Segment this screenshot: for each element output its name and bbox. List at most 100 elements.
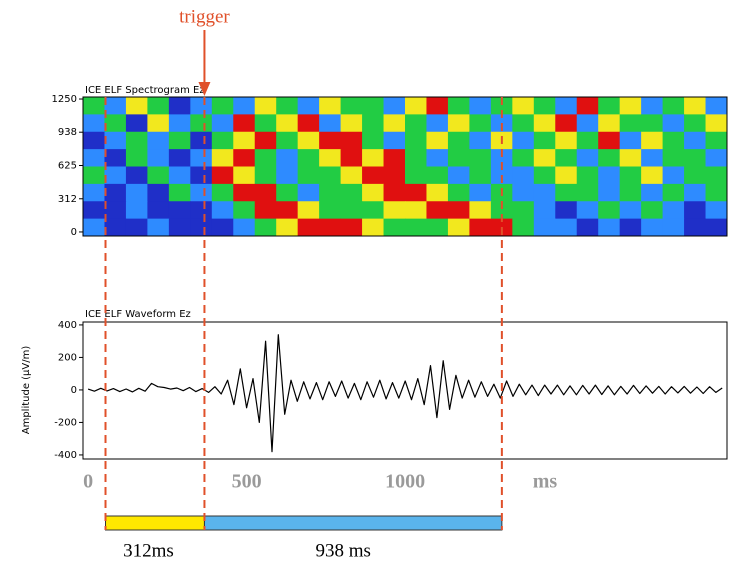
heat-cell: [104, 201, 127, 220]
heat-cell: [598, 149, 621, 167]
heat-cell: [598, 201, 621, 220]
heat-cell: [641, 166, 664, 185]
heat-cell: [426, 218, 449, 237]
heat-cell: [340, 218, 363, 237]
heat-cell: [190, 218, 213, 237]
heat-cell: [619, 114, 642, 133]
heat-cell: [619, 97, 642, 115]
heat-cell: [104, 149, 127, 167]
heat-cell: [104, 218, 127, 237]
heat-cell: [125, 131, 148, 150]
interval-bar: [203, 515, 503, 531]
x-tick-label: 1000: [385, 471, 425, 493]
heat-cell: [168, 149, 191, 167]
heat-cell: [469, 97, 492, 115]
heat-cell: [555, 131, 578, 150]
heat-cell: [684, 114, 707, 133]
heat-cell: [297, 97, 320, 115]
heat-cell: [469, 114, 492, 133]
heat-cell: [147, 114, 170, 133]
heat-cell: [319, 114, 342, 133]
heat-cell: [83, 97, 105, 115]
heat-cell: [319, 131, 342, 150]
y-tick-label: 625: [58, 160, 77, 171]
heat-cell: [233, 201, 256, 220]
heat-cell: [555, 97, 578, 115]
heat-cell: [190, 131, 213, 150]
heat-cell: [705, 149, 728, 167]
heat-cell: [641, 149, 664, 167]
heat-cell: [254, 166, 277, 185]
trigger-label: trigger: [179, 6, 230, 27]
heat-cell: [533, 114, 556, 133]
heat-cell: [641, 131, 664, 150]
heat-cell: [576, 97, 599, 115]
heat-cell: [83, 183, 105, 202]
heat-cell: [362, 114, 385, 133]
heat-cell: [190, 183, 213, 202]
heat-cell: [426, 201, 449, 220]
heat-cell: [254, 114, 277, 133]
heat-cell: [211, 166, 234, 185]
heat-cell: [340, 97, 363, 115]
heat-cell: [233, 149, 256, 167]
plot-frame: [82, 321, 728, 460]
heat-cell: [125, 201, 148, 220]
heat-cell: [576, 201, 599, 220]
heat-cell: [555, 201, 578, 220]
heat-cell: [340, 201, 363, 220]
heat-cell: [512, 114, 535, 133]
heat-cell: [447, 201, 470, 220]
x-axis-label: ms: [533, 471, 558, 493]
heat-cell: [211, 149, 234, 167]
heat-cell: [190, 114, 213, 133]
heat-cell: [619, 201, 642, 220]
heat-cell: [576, 183, 599, 202]
heat-cell: [469, 218, 492, 237]
heat-cell: [555, 166, 578, 185]
heat-cell: [447, 149, 470, 167]
heat-cell: [297, 218, 320, 237]
heat-cell: [447, 218, 470, 237]
heat-cell: [405, 183, 427, 202]
heat-cell: [619, 183, 642, 202]
heat-cell: [705, 201, 728, 220]
heat-cell: [705, 114, 728, 133]
heat-cell: [641, 201, 664, 220]
heat-cell: [362, 97, 385, 115]
heat-cell: [405, 97, 427, 115]
heat-cell: [362, 183, 385, 202]
heat-cell: [383, 114, 406, 133]
heat-cell: [147, 166, 170, 185]
heat-cell: [125, 149, 148, 167]
heat-cell: [125, 114, 148, 133]
heat-cell: [533, 218, 556, 237]
heat-cell: [598, 218, 621, 237]
heat-cell: [576, 131, 599, 150]
heat-cell: [168, 183, 191, 202]
heat-cell: [168, 114, 191, 133]
heat-cell: [405, 218, 427, 237]
plot-frame: [82, 96, 728, 237]
heat-cell: [383, 97, 406, 115]
heat-cell: [383, 149, 406, 167]
heat-cell: [362, 131, 385, 150]
heat-cell: [619, 166, 642, 185]
heat-cell: [598, 97, 621, 115]
heat-cell: [190, 166, 213, 185]
trigger-arrowhead: [198, 82, 211, 96]
heat-cell: [211, 114, 234, 133]
heat-cell: [297, 131, 320, 150]
heat-cell: [405, 201, 427, 220]
heat-cell: [684, 183, 707, 202]
heat-cell: [598, 183, 621, 202]
waveform-title: ICE ELF Waveform Ez: [85, 309, 191, 320]
heat-cell: [211, 218, 234, 237]
heat-cell: [490, 201, 513, 220]
heat-cell: [297, 149, 320, 167]
spectrogram-title: ICE ELF Spectrogram Ez: [85, 85, 205, 96]
heat-cell: [555, 149, 578, 167]
heat-cell: [340, 149, 363, 167]
heat-cell: [447, 114, 470, 133]
heat-cell: [598, 166, 621, 185]
